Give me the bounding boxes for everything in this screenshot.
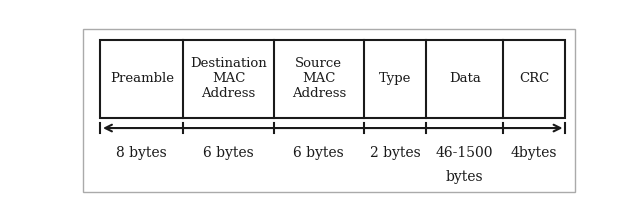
Text: Source
MAC
Address: Source MAC Address [291, 57, 346, 100]
Text: bytes: bytes [446, 170, 483, 184]
Text: CRC: CRC [519, 72, 550, 85]
Text: 8 bytes: 8 bytes [116, 147, 167, 160]
Text: 6 bytes: 6 bytes [204, 147, 254, 160]
Text: Preamble: Preamble [110, 72, 174, 85]
Text: 46-1500: 46-1500 [436, 147, 494, 160]
Text: Type: Type [379, 72, 412, 85]
Text: 4bytes: 4bytes [511, 147, 557, 160]
Text: 6 bytes: 6 bytes [293, 147, 344, 160]
Bar [100, 40, 566, 118]
Text: Data: Data [449, 72, 481, 85]
Text: Destination
MAC
Address: Destination MAC Address [190, 57, 267, 100]
Text: 2 bytes: 2 bytes [370, 147, 421, 160]
